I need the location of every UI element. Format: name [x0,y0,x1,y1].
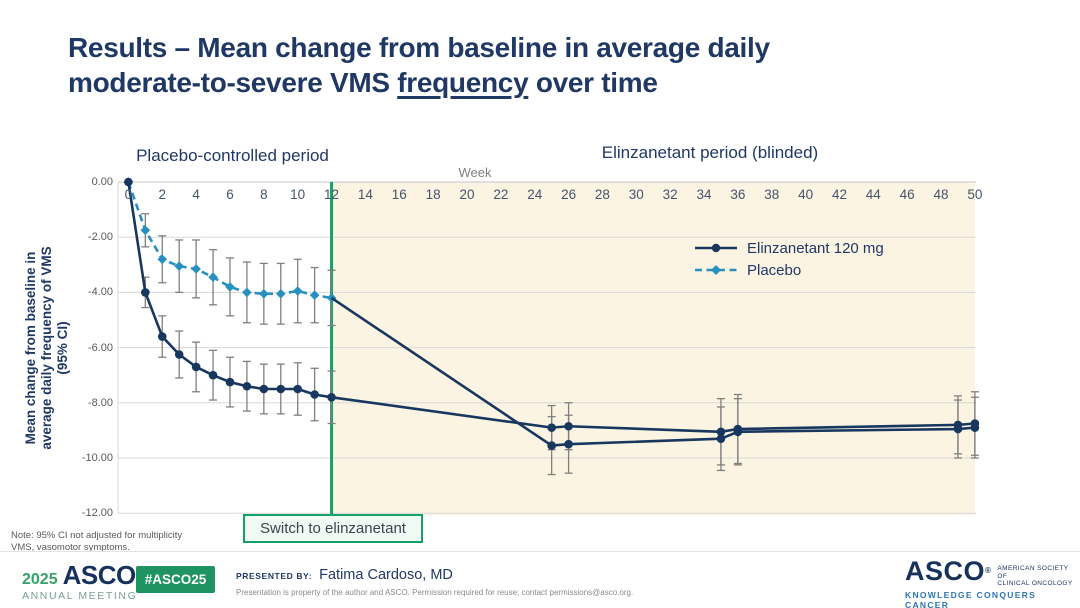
x-tick-label: 46 [899,187,915,202]
legend-label-elinzanetant: Elinzanetant 120 mg [747,239,884,257]
asco-annual-meeting-logo: 2025 ASCO® ANNUAL MEETING [22,560,142,602]
x-tick-label: 34 [696,187,712,202]
x-tick-label: 24 [527,187,543,202]
x-tick-label: 30 [628,187,644,202]
slide-title-line1: Results – Mean change from baseline in a… [68,32,770,63]
x-tick-label: 40 [798,187,814,202]
x-tick-label: 32 [662,187,678,202]
x-tick-label: 36 [730,187,746,202]
y-tick-label: -6.00 [87,341,113,354]
x-tick-label: 4 [192,187,200,202]
x-tick-label: 14 [357,187,373,202]
x-tick-label: 42 [831,187,847,202]
legend-label-placebo: Placebo [747,261,802,279]
x-tick-label: 48 [933,187,949,202]
asco-tagline: KNOWLEDGE CONQUERS CANCER [905,589,1037,608]
switch-to-elinzanetant-annotation: Switch to elinzanetant [243,514,423,543]
x-tick-label: 18 [425,187,441,202]
hashtag-badge: #ASCO25 [136,566,215,593]
y-tick-label: 0.00 [91,176,113,188]
society-line1: AMERICAN SOCIETY OF [997,565,1069,580]
title-line2-post: over time [528,67,658,98]
meeting-subtitle: ANNUAL MEETING [22,590,138,602]
x-tick-label: 8 [260,187,268,202]
x-tick-label: 0 [124,187,133,202]
chart-legend: Elinzanetant 120 mg Placebo [693,237,884,281]
x-tick-label: 2 [158,187,166,202]
legend-item-placebo: Placebo [693,259,884,281]
footnote-line1: Note: 95% CI not adjusted for multiplici… [11,530,183,541]
x-tick-label: 10 [290,187,306,202]
permission-disclaimer: Presentation is property of the author a… [236,588,634,597]
footnote-line2: VMS, vasomotor symptoms. [11,541,130,553]
meeting-org: ASCO® [62,560,142,590]
legend-item-elinzanetant: Elinzanetant 120 mg [693,237,884,259]
y-tick-label: -8.00 [87,396,113,409]
title-underlined-word: frequency [397,67,529,98]
x-tick-label: 26 [561,187,577,202]
meeting-org-text: ASCO [62,560,137,590]
asco-registered-mark-icon: ® [985,566,992,575]
footnote: Note: 95% CI not adjusted for multiplici… [11,530,182,553]
slide-title-line2: moderate-to-severe VMS frequency over ti… [68,65,770,100]
presenter-name: Fatima Cardoso, MD [319,567,453,583]
asco-society-logo: ASCO® AMERICAN SOCIETY OF CLINICAL ONCOL… [905,558,1080,608]
x-axis-title: Week [458,165,492,180]
presented-by-block: PRESENTED BY: Fatima Cardoso, MD Present… [236,567,633,597]
elinzanetant-period-label: Elinzanetant period (blinded) [601,143,819,162]
asco-logo-org: ASCO [905,556,986,586]
presented-by-label: PRESENTED BY: [236,571,313,581]
placebo-period-label: Placebo-controlled period [136,146,329,165]
y-tick-label: -12.00 [81,507,113,520]
legend-swatch-solid-line-circle-icon [695,243,737,253]
asco-logo-text: ASCO® [905,558,991,588]
x-tick-label: 12 [324,187,340,202]
society-line2: CLINICAL ONCOLOGY [997,580,1073,587]
x-tick-label: 44 [865,187,881,202]
x-tick-label: 16 [391,187,407,202]
y-tick-label: -10.00 [81,452,113,464]
x-tick-label: 22 [493,187,509,202]
x-tick-label: 28 [594,187,610,202]
y-axis-title-line1: Mean change from baseline in [23,251,38,445]
x-tick-label: 20 [459,187,475,202]
slide-title: Results – Mean change from baseline in a… [68,30,770,100]
y-tick-label: -2.00 [87,231,113,244]
x-tick-label: 6 [226,187,234,202]
legend-swatch-dashed-line-diamond-icon [695,265,737,275]
title-line2-pre: moderate-to-severe VMS [68,67,398,98]
y-tick-label: -4.00 [87,286,113,299]
footer-divider [0,551,1080,552]
x-tick-label: 50 [967,187,983,202]
meeting-year: 2025 [22,571,58,588]
x-tick-label: 38 [764,187,780,202]
